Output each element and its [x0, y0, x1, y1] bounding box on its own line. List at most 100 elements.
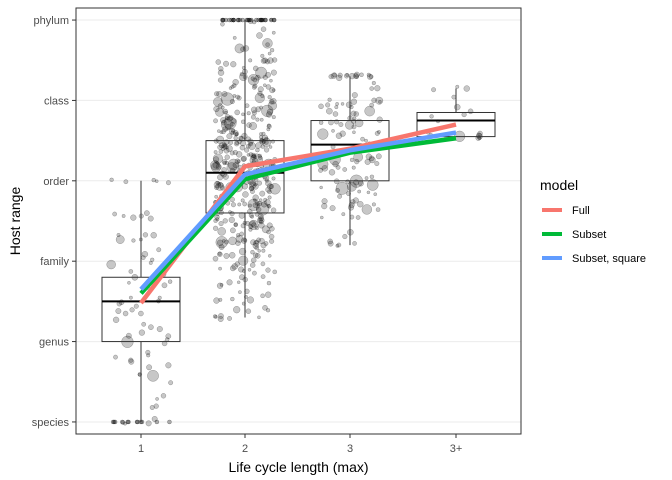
data-point [335, 243, 340, 248]
data-point [128, 269, 134, 274]
data-point [327, 238, 333, 245]
data-point [371, 202, 376, 207]
data-point [248, 227, 253, 232]
data-point [252, 83, 258, 89]
data-point [234, 109, 240, 116]
data-point [359, 72, 364, 78]
data-point [271, 17, 277, 23]
data-point [120, 419, 125, 425]
data-point [266, 183, 273, 190]
data-point [128, 358, 135, 365]
data-point [260, 261, 266, 267]
data-point [261, 248, 266, 253]
data-point [241, 112, 245, 117]
data-point [235, 240, 241, 246]
data-point [250, 114, 256, 120]
data-point [231, 17, 236, 23]
data-point [141, 250, 149, 258]
data-point [341, 212, 346, 217]
data-point [115, 235, 125, 244]
data-point [261, 104, 274, 117]
data-point [167, 279, 173, 284]
data-point [267, 51, 272, 56]
data-point [161, 340, 168, 347]
data-point [238, 135, 244, 141]
data-point [234, 132, 239, 137]
data-point [140, 255, 146, 260]
data-point [246, 296, 254, 304]
data-point [269, 238, 275, 244]
data-point [165, 362, 172, 369]
data-point [255, 117, 260, 122]
data-point [239, 72, 244, 77]
data-point [239, 135, 245, 142]
data-point [254, 17, 259, 23]
data-point [378, 100, 382, 104]
data-point [168, 380, 174, 386]
data-point [375, 96, 384, 105]
data-point [258, 155, 263, 160]
data-point [232, 83, 237, 88]
data-point [262, 304, 268, 311]
data-point [228, 252, 236, 259]
data-point [241, 155, 248, 162]
data-point [259, 17, 264, 23]
data-point [216, 282, 224, 289]
data-point [352, 197, 359, 204]
y-axis: species genus family order class phylum [32, 15, 76, 429]
data-point [351, 124, 357, 130]
data-point [224, 154, 230, 160]
data-point [147, 215, 154, 222]
data-point [256, 237, 262, 243]
data-point [220, 17, 225, 23]
data-point [335, 164, 341, 170]
data-point [257, 213, 264, 220]
data-point [250, 214, 254, 219]
data-point [227, 17, 232, 23]
data-point [150, 232, 157, 239]
data-point [321, 198, 328, 205]
data-point [254, 92, 265, 103]
data-point [245, 143, 251, 149]
data-point [352, 116, 357, 121]
data-point [212, 314, 218, 319]
box [416, 111, 496, 138]
data-point [222, 144, 228, 150]
data-point [253, 240, 260, 247]
data-point [148, 324, 154, 331]
data-point [347, 204, 355, 211]
data-point [258, 198, 263, 203]
data-point [259, 105, 263, 110]
data-point [240, 237, 248, 244]
data-point [214, 315, 218, 319]
data-point [255, 66, 268, 79]
data-point [218, 66, 224, 72]
data-point [265, 71, 271, 78]
data-point [267, 189, 272, 195]
grid [76, 19, 521, 423]
data-point [216, 91, 223, 98]
data-point [267, 204, 272, 209]
legend-label: Subset [572, 229, 606, 241]
data-point [213, 156, 220, 163]
data-point [229, 150, 235, 156]
data-point [229, 121, 235, 127]
data-point [252, 242, 259, 249]
data-point [249, 17, 254, 23]
data-point [429, 114, 434, 119]
data-point [210, 160, 221, 171]
data-point [254, 74, 261, 81]
data-point [120, 420, 126, 425]
data-point [240, 156, 247, 162]
data-point [256, 17, 261, 23]
data-point [321, 203, 328, 210]
data-point [377, 130, 381, 134]
data-point [221, 147, 225, 151]
data-point [257, 90, 263, 96]
data-point [318, 167, 324, 173]
data-point [146, 353, 151, 358]
data-point [265, 111, 273, 118]
data-point [335, 181, 349, 195]
data-point [233, 222, 238, 228]
data-point [332, 111, 339, 117]
